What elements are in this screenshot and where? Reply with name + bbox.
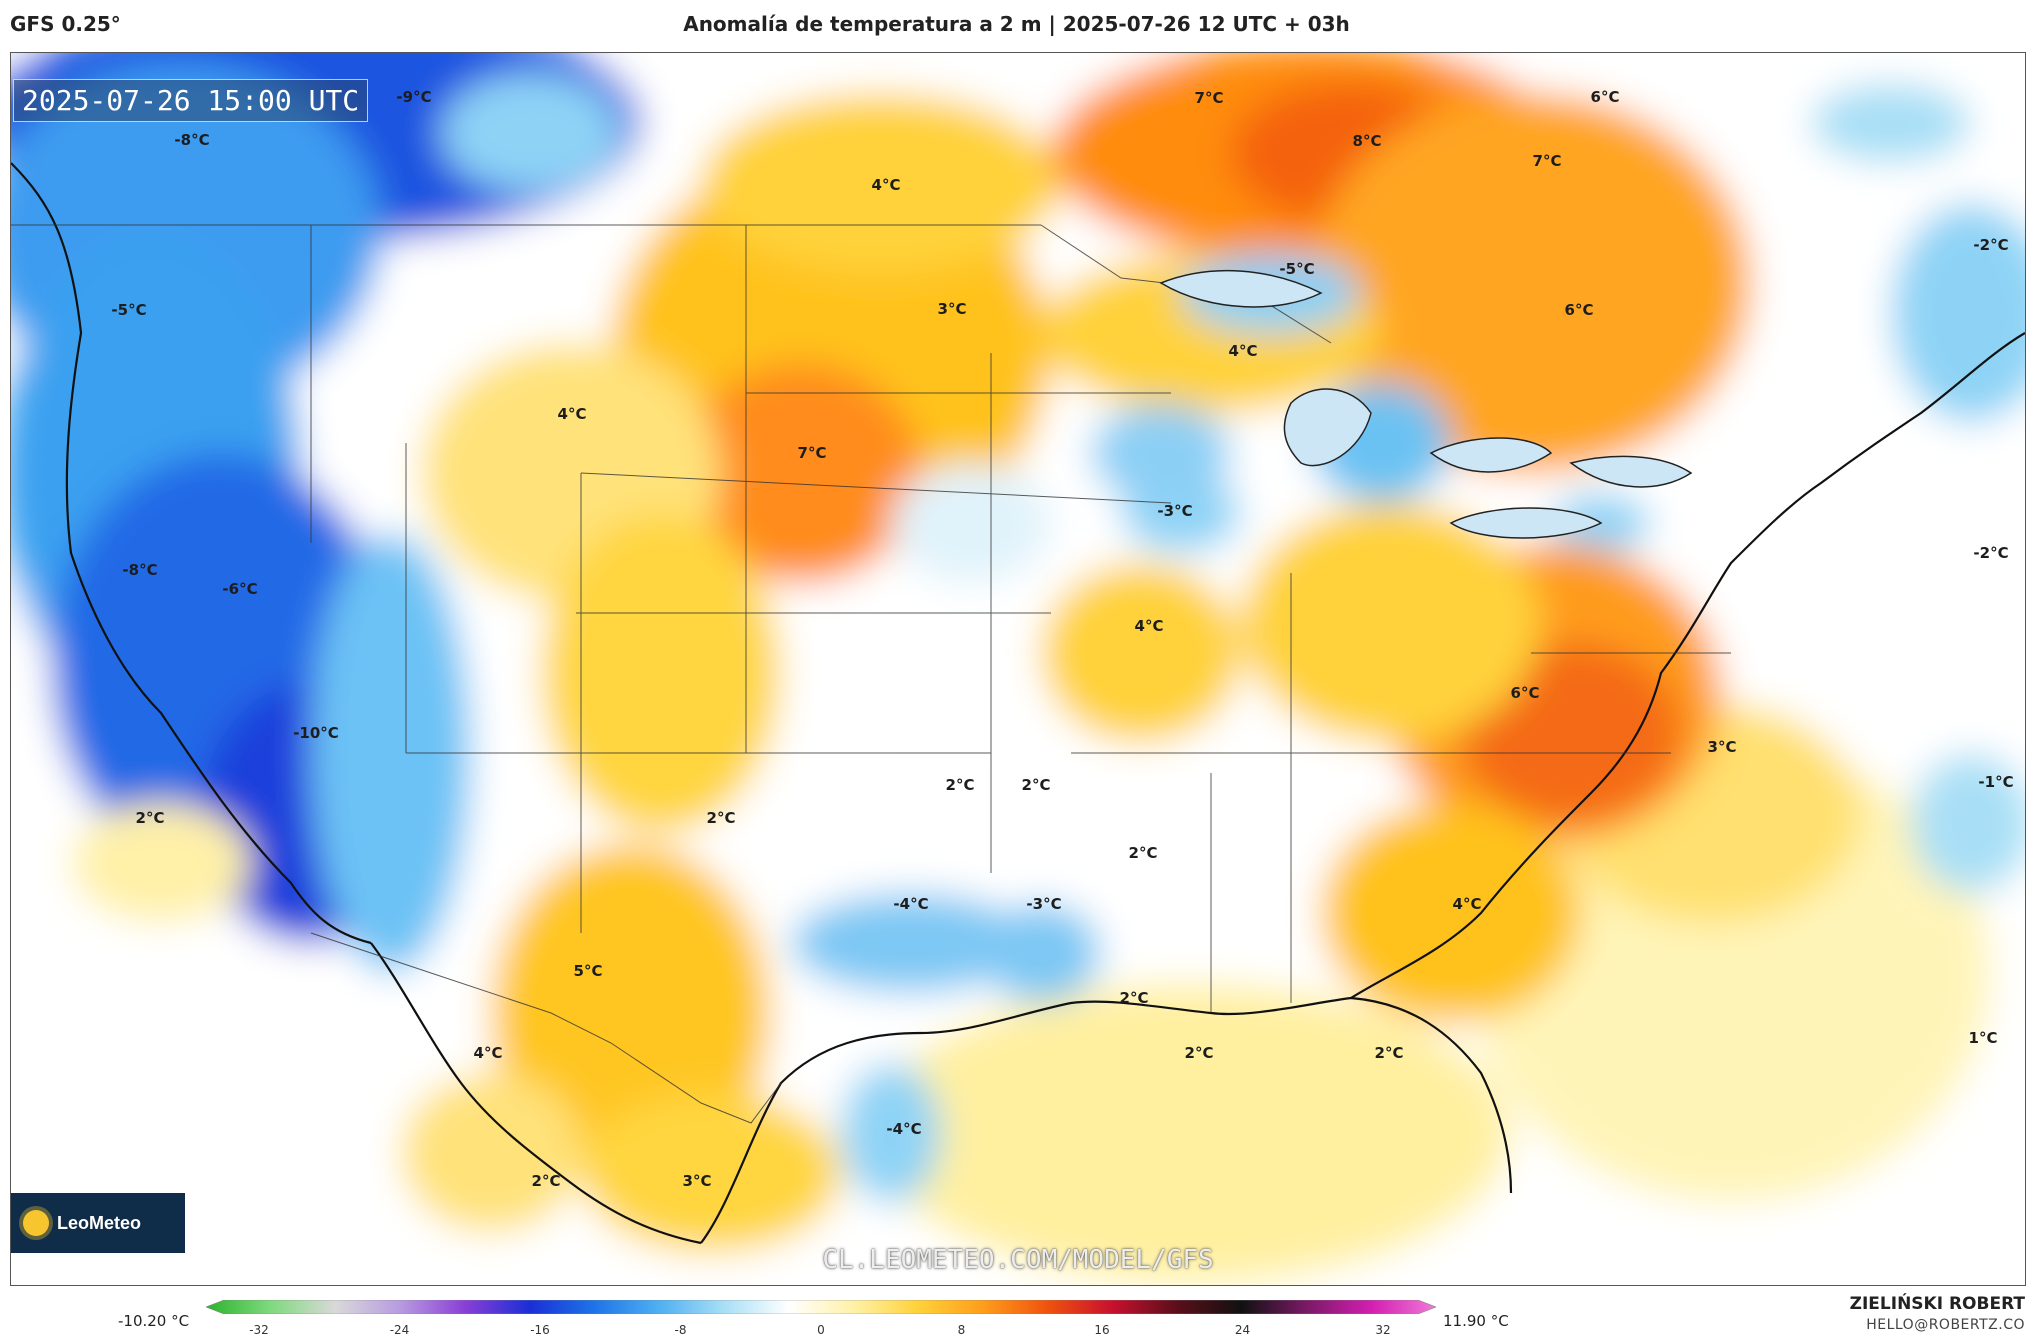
colorbar-min-label: -10.20 °C [118,1312,190,1330]
colorbar-tick-label: -16 [530,1323,550,1337]
anomaly-label: 2°C [706,809,736,827]
colorbar-tick-label: 0 [817,1323,825,1337]
colorbar-tick-label: -32 [249,1323,269,1337]
anomaly-label: 2°C [1128,844,1158,862]
anomaly-map[interactable]: 2025-07-26 15:00 UTC -9°C -8°C 7°C 8°C 6… [10,52,2026,1286]
anomaly-label: 4°C [1228,342,1258,360]
colorbar-tick-label: -8 [674,1323,687,1337]
anomaly-label: 4°C [557,405,587,423]
anomaly-label: 2°C [1184,1044,1214,1062]
anomaly-label: -4°C [893,895,929,913]
anomaly-label: 7°C [1194,89,1224,107]
colorbar-max-label: 11.90 °C [1443,1312,1509,1330]
anomaly-label: 2°C [1374,1044,1404,1062]
anomaly-label: 2°C [135,809,165,827]
colorbar-tick-label: 16 [1094,1323,1110,1337]
anomaly-label: 8°C [1352,132,1382,150]
anomaly-label: 3°C [682,1172,712,1190]
anomaly-label: 7°C [1532,152,1562,170]
anomaly-label: 3°C [937,300,967,318]
anomaly-label: -3°C [1157,502,1193,520]
colorbar-tick-label: 32 [1375,1323,1391,1337]
colorbar-tick-label: 8 [957,1323,966,1337]
anomaly-label: 4°C [1452,895,1482,913]
anomaly-label: -1°C [1978,773,2014,791]
anomaly-label: 6°C [1564,301,1594,319]
anomaly-label: 5°C [573,962,603,980]
source-url: CL.LEOMETEO.COM/MODEL/GFS [822,1245,1214,1275]
anomaly-label: 2°C [945,776,975,794]
model-name: GFS 0.25° [10,12,121,36]
anomaly-field [11,53,2025,1285]
anomaly-label: 4°C [1134,617,1164,635]
anomaly-label: 4°C [473,1044,503,1062]
colorbar-gradient [206,1300,1436,1314]
logo-text: LeoMeteo [57,1212,142,1233]
anomaly-label: -6°C [222,580,258,598]
anomaly-label: 6°C [1590,88,1620,106]
colorbar-tick-label: 24 [1234,1323,1251,1337]
anomaly-label: -3°C [1026,895,1062,913]
anomaly-label: 1°C [1968,1029,1998,1047]
leometeo-logo[interactable]: LeoMeteo [11,1193,185,1253]
anomaly-label: -5°C [1279,260,1315,278]
anomaly-label: 4°C [871,176,901,194]
author-credit: ZIELIŃSKI ROBERT HELLO@ROBERTZ.CO [1850,1294,2025,1333]
colorbar [206,1300,1436,1314]
valid-time-badge: 2025-07-26 15:00 UTC [13,79,369,122]
anomaly-label: -2°C [1973,544,2009,562]
anomaly-label: -9°C [396,88,432,106]
colorbar-tick-label: -24 [389,1323,410,1337]
anomaly-label: -2°C [1973,236,2009,254]
anomaly-label: -4°C [886,1120,922,1138]
anomaly-label: -10°C [293,724,339,742]
anomaly-label: -8°C [174,131,210,149]
author-name: ZIELIŃSKI ROBERT [1849,1294,2025,1314]
anomaly-label: 2°C [1119,989,1149,1007]
anomaly-label: 7°C [797,444,827,462]
anomaly-label: -5°C [111,301,147,319]
anomaly-label: 6°C [1510,684,1540,702]
map-title: Anomalía de temperatura a 2 m | 2025-07-… [683,12,1350,36]
anomaly-label: -8°C [122,561,158,579]
sun-icon [23,1210,49,1236]
author-email[interactable]: HELLO@ROBERTZ.CO [1866,1317,2025,1333]
anomaly-label: 2°C [1021,776,1051,794]
anomaly-label: 3°C [1707,738,1737,756]
anomaly-label: 2°C [531,1172,561,1190]
